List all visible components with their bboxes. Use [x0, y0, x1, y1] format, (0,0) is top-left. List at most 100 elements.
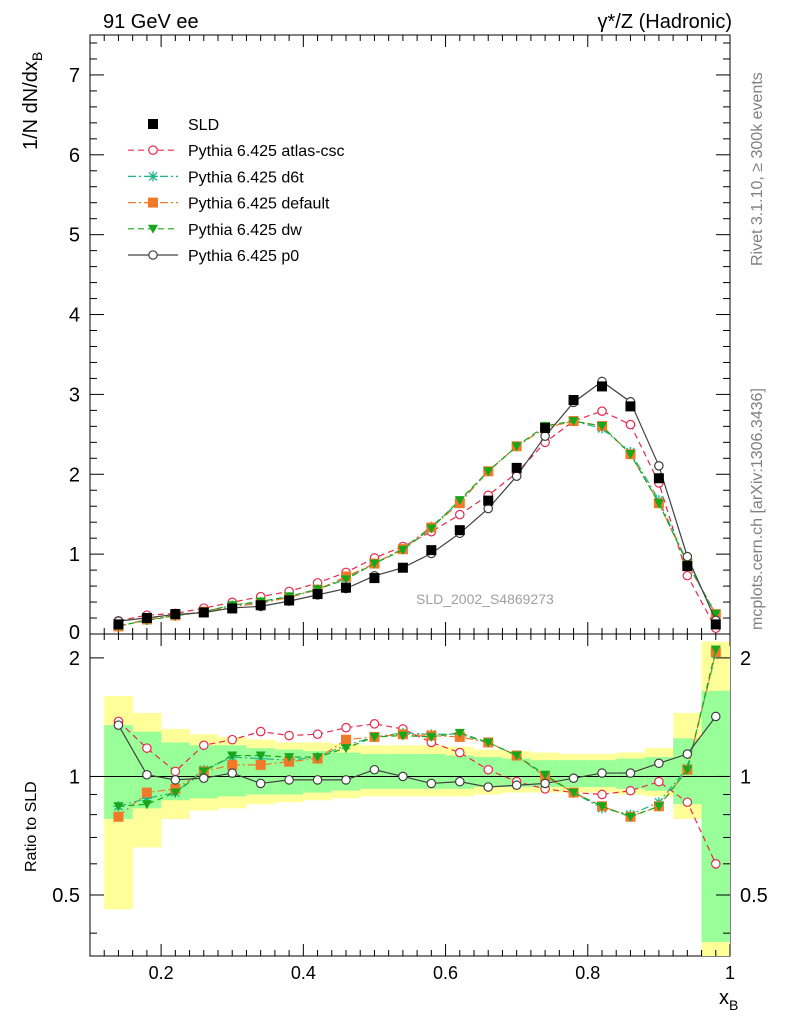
main-y-tick-label: 4	[69, 305, 80, 327]
ratio-point	[170, 788, 181, 798]
svg-text:1/N dN/dxB: 1/N dN/dxB	[20, 52, 45, 150]
sld-point	[198, 607, 209, 618]
main-point	[682, 570, 693, 581]
sld-point	[369, 573, 380, 584]
ratio-point	[312, 753, 323, 763]
main-y-tick-label: 2	[69, 464, 80, 486]
ratio-point	[341, 722, 351, 733]
ratio-point	[369, 732, 380, 742]
legend-marker	[148, 197, 158, 208]
sld-point	[312, 589, 323, 600]
main-y-tick-label: 1	[69, 544, 80, 566]
ratio-point	[682, 797, 693, 808]
legend-label: SLD	[188, 117, 219, 134]
ratio-y-tick-label: 2	[69, 648, 80, 670]
ratio-point	[312, 729, 323, 740]
sld-point	[227, 603, 238, 614]
main-point	[568, 417, 579, 427]
axis-ticks: 0.2 0.4 0.6 0.8 1 0 1 2 3 4 5 6 7 0.5 0.5 1 1 2 2	[52, 35, 768, 983]
main-y-tick-label: 7	[69, 65, 80, 87]
ratio-series	[113, 645, 721, 869]
main-point	[597, 406, 607, 416]
ratio-point	[454, 747, 465, 758]
legend-marker	[148, 224, 158, 234]
main-point	[710, 609, 721, 619]
main-ylabel: 1/N dN/dxB	[20, 52, 45, 150]
ratio-point	[255, 726, 266, 737]
main-point	[511, 442, 522, 452]
ratio-point	[597, 802, 607, 812]
ratio-point	[710, 645, 721, 655]
main-point	[540, 431, 550, 441]
ratio-point	[198, 740, 209, 751]
band-inner-bin	[331, 752, 361, 791]
ratio-point	[312, 775, 323, 785]
main-line-3	[118, 420, 717, 627]
x-tick-label: 0.4	[291, 963, 316, 983]
legend-marker	[148, 171, 158, 182]
x-tick-label: 1	[725, 963, 735, 983]
ratio-point	[511, 780, 522, 791]
legend-label: Pythia 6.425 default	[188, 196, 330, 213]
ratio-point	[682, 749, 693, 759]
legend-label: Pythia 6.425 p0	[188, 248, 299, 265]
ratio-point	[341, 775, 351, 785]
ratio-point	[227, 734, 238, 745]
main-ylabel-sub: B	[29, 52, 45, 61]
x-axis-label: xB	[719, 987, 738, 1013]
ratio-point	[654, 776, 664, 787]
main-point	[397, 545, 408, 555]
ratio-line-2	[118, 651, 717, 818]
svg-text:xB: xB	[719, 987, 738, 1013]
main-point	[341, 575, 351, 585]
header-right: γ*/Z (Hadronic)	[598, 11, 732, 33]
main-series	[113, 376, 721, 634]
ratio-point	[483, 782, 494, 792]
legend-marker	[148, 119, 158, 129]
x-label-text: x	[719, 987, 729, 1009]
sld-point	[540, 422, 551, 433]
sld-point	[511, 462, 522, 473]
sld-point	[597, 381, 607, 392]
ratio-point	[227, 768, 238, 778]
ratio-point	[198, 773, 209, 783]
ratio-y-tick-label: 1	[69, 766, 80, 788]
ratio-point	[369, 719, 380, 729]
ratio-point	[597, 789, 607, 800]
ratio-point	[511, 751, 522, 761]
main-point	[483, 503, 494, 514]
main-point	[454, 509, 465, 520]
ratio-point	[426, 778, 437, 789]
ratio-point	[568, 773, 579, 783]
ratio-y-tick-label: 0.5	[52, 885, 80, 907]
sld-point	[284, 595, 295, 606]
main-point	[654, 461, 664, 471]
sld-point	[141, 613, 152, 624]
ratio-point	[454, 728, 465, 738]
ratio-point	[540, 770, 551, 780]
ratio-point	[198, 767, 209, 777]
main-point	[625, 419, 636, 430]
ratio-point	[625, 785, 636, 796]
side-mcplots: mcplots.cern.ch [arXiv:1306.3436]	[749, 388, 766, 630]
band-inner-bin	[701, 690, 730, 942]
ratio-point	[255, 751, 266, 761]
ratio-point	[483, 738, 494, 748]
ratio-point	[284, 775, 294, 785]
sld-point	[568, 394, 579, 405]
sld-point	[255, 600, 266, 611]
ratio-band	[90, 641, 730, 956]
ratio-point	[568, 788, 579, 798]
main-point	[426, 524, 437, 534]
sld-point	[682, 561, 693, 572]
sld-point	[341, 582, 351, 593]
sld-point	[113, 619, 124, 630]
main-point	[682, 551, 693, 562]
ratio-point	[483, 764, 494, 775]
sld-point	[625, 401, 636, 412]
ratio-y-tick-label-right: 2	[740, 648, 751, 670]
main-line-4	[118, 380, 717, 622]
ratio-ylabel: Ratio to SLD	[23, 781, 40, 872]
main-y-tick-label: 5	[69, 225, 80, 247]
ratio-point	[284, 730, 294, 741]
